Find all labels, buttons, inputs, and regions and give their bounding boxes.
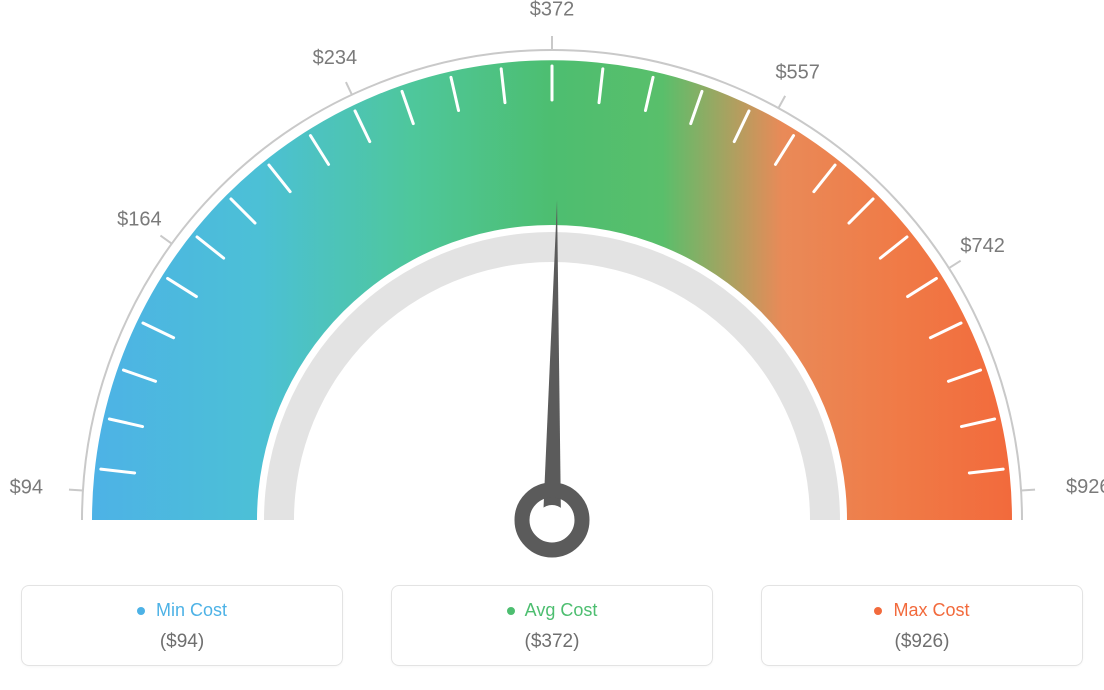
legend-title-min: Min Cost xyxy=(32,600,332,621)
legend-title-max-text: Max Cost xyxy=(893,600,969,620)
svg-text:$234: $234 xyxy=(313,47,358,69)
svg-text:$926: $926 xyxy=(1066,476,1104,498)
svg-text:$94: $94 xyxy=(10,476,43,498)
svg-text:$742: $742 xyxy=(960,235,1005,257)
legend-card-min: Min Cost ($94) xyxy=(21,585,343,666)
gauge-chart: $94 $164 $234 $372 $557 $742 $926 xyxy=(0,0,1104,560)
legend-card-avg: Avg Cost ($372) xyxy=(391,585,713,666)
legend-value-min: ($94) xyxy=(32,631,332,653)
legend-title-max: Max Cost xyxy=(772,600,1072,621)
dot-min-icon xyxy=(137,607,145,615)
legend-card-max: Max Cost ($926) xyxy=(761,585,1083,666)
legend-value-avg: ($372) xyxy=(402,631,702,653)
svg-text:$372: $372 xyxy=(530,0,575,20)
chart-container: $94 $164 $234 $372 $557 $742 $926 Min Cost ($9… xyxy=(0,0,1104,690)
dot-max-icon xyxy=(874,607,882,615)
svg-text:$164: $164 xyxy=(117,209,162,231)
legend-title-avg-text: Avg Cost xyxy=(525,600,598,620)
legend-row: Min Cost ($94) Avg Cost ($372) Max Cost … xyxy=(0,585,1104,666)
legend-title-avg: Avg Cost xyxy=(402,600,702,621)
legend-title-min-text: Min Cost xyxy=(156,600,227,620)
dot-avg-icon xyxy=(507,607,515,615)
legend-value-max: ($926) xyxy=(772,631,1072,653)
gauge-svg: $94 $164 $234 $372 $557 $742 $926 xyxy=(0,0,1104,560)
svg-text:$557: $557 xyxy=(775,61,820,83)
